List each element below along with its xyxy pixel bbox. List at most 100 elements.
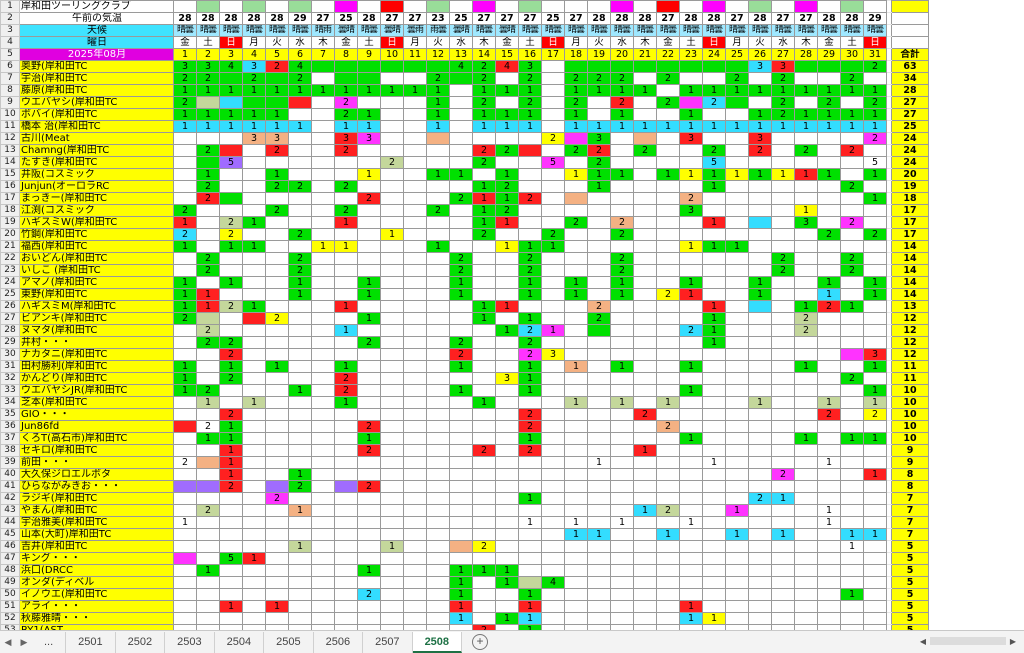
attendance-cell[interactable] [426,504,450,517]
attendance-cell[interactable]: 2 [219,372,243,385]
member-name[interactable]: 井村・・・ [19,336,174,349]
attendance-cell[interactable] [472,132,496,145]
attendance-cell[interactable] [656,456,680,469]
weather-cell[interactable]: 晴曇 [357,24,381,37]
attendance-cell[interactable] [587,216,611,229]
attendance-cell[interactable]: 2 [656,288,680,301]
attendance-cell[interactable] [219,180,243,193]
attendance-cell[interactable]: 1 [472,396,496,409]
attendance-cell[interactable] [610,408,634,421]
attendance-cell[interactable]: 1 [449,600,473,613]
attendance-cell[interactable] [173,504,197,517]
attendance-cell[interactable]: 1 [518,492,542,505]
attendance-cell[interactable]: 2 [334,108,358,121]
attendance-cell[interactable] [610,240,634,253]
day-number-cell[interactable]: 12 [426,48,450,61]
attendance-cell[interactable]: 2 [518,336,542,349]
attendance-cell[interactable]: 1 [587,120,611,133]
member-total[interactable]: 14 [891,240,929,253]
attendance-cell[interactable] [633,564,657,577]
attendance-cell[interactable] [656,60,680,73]
attendance-cell[interactable]: 1 [840,588,864,601]
attendance-cell[interactable] [472,516,496,529]
attendance-cell[interactable]: 1 [817,516,841,529]
attendance-cell[interactable] [748,96,772,109]
attendance-cell[interactable]: 1 [334,84,358,97]
attendance-cell[interactable] [334,168,358,181]
temp-cell[interactable]: 27 [725,12,749,25]
attendance-cell[interactable] [403,108,427,121]
attendance-cell[interactable] [334,432,358,445]
attendance-cell[interactable] [403,156,427,169]
attendance-cell[interactable]: 1 [771,168,795,181]
attendance-cell[interactable] [633,348,657,361]
attendance-cell[interactable]: 2 [265,204,289,217]
attendance-cell[interactable] [311,192,335,205]
attendance-cell[interactable]: 1 [702,612,726,625]
attendance-cell[interactable] [495,312,519,325]
temp-cell[interactable]: 25 [541,12,565,25]
temp-cell[interactable]: 28 [633,12,657,25]
attendance-cell[interactable] [656,384,680,397]
attendance-cell[interactable] [518,564,542,577]
member-name[interactable]: GIO・・・ [19,408,174,421]
attendance-cell[interactable] [242,504,266,517]
attendance-cell[interactable]: 2 [587,300,611,313]
attendance-cell[interactable] [357,528,381,541]
attendance-cell[interactable] [702,528,726,541]
attendance-cell[interactable] [288,192,312,205]
row-number[interactable]: 21 [0,240,20,253]
weather-cell[interactable]: 晴曇 [817,24,841,37]
attendance-cell[interactable]: 1 [449,288,473,301]
dow-cell[interactable]: 火 [748,36,772,49]
attendance-cell[interactable]: 2 [472,156,496,169]
attendance-cell[interactable] [725,288,749,301]
attendance-cell[interactable]: 1 [610,276,634,289]
row-number[interactable]: 27 [0,312,20,325]
attendance-cell[interactable] [633,228,657,241]
attendance-cell[interactable] [518,168,542,181]
attendance-cell[interactable]: 3 [541,348,565,361]
scroll-right-arrow-icon[interactable]: ▶ [1009,636,1017,646]
attendance-cell[interactable] [587,336,611,349]
attendance-cell[interactable] [495,432,519,445]
attendance-cell[interactable] [564,612,588,625]
attendance-cell[interactable] [817,552,841,565]
attendance-cell[interactable] [771,288,795,301]
row-number[interactable]: 11 [0,120,20,133]
header-color-cell[interactable] [840,0,864,13]
attendance-cell[interactable] [242,228,266,241]
dow-cell[interactable]: 火 [426,36,450,49]
attendance-cell[interactable] [449,216,473,229]
row-number[interactable]: 26 [0,300,20,313]
attendance-cell[interactable] [564,60,588,73]
attendance-cell[interactable]: 2 [610,252,634,265]
attendance-cell[interactable] [311,264,335,277]
attendance-cell[interactable]: 2 [840,180,864,193]
attendance-cell[interactable] [265,468,289,481]
attendance-cell[interactable] [794,444,818,457]
attendance-cell[interactable] [173,576,197,589]
attendance-cell[interactable] [334,72,358,85]
row-number[interactable]: 42 [0,492,20,505]
temp-cell[interactable]: 28 [702,12,726,25]
attendance-cell[interactable] [426,192,450,205]
attendance-cell[interactable] [725,348,749,361]
member-name[interactable]: 古川(Meat [19,132,174,145]
attendance-cell[interactable] [196,528,220,541]
attendance-cell[interactable]: 1 [219,276,243,289]
attendance-cell[interactable] [679,468,703,481]
temp-cell[interactable]: 25 [334,12,358,25]
attendance-cell[interactable] [426,144,450,157]
attendance-cell[interactable] [702,516,726,529]
attendance-cell[interactable] [702,444,726,457]
attendance-cell[interactable] [748,588,772,601]
attendance-cell[interactable] [587,372,611,385]
attendance-cell[interactable] [426,384,450,397]
attendance-cell[interactable] [426,180,450,193]
attendance-cell[interactable] [311,600,335,613]
attendance-cell[interactable]: 2 [334,204,358,217]
row-number[interactable]: 23 [0,264,20,277]
month-label[interactable]: 2025年08月 [19,48,174,61]
header-color-cell[interactable] [219,0,243,13]
